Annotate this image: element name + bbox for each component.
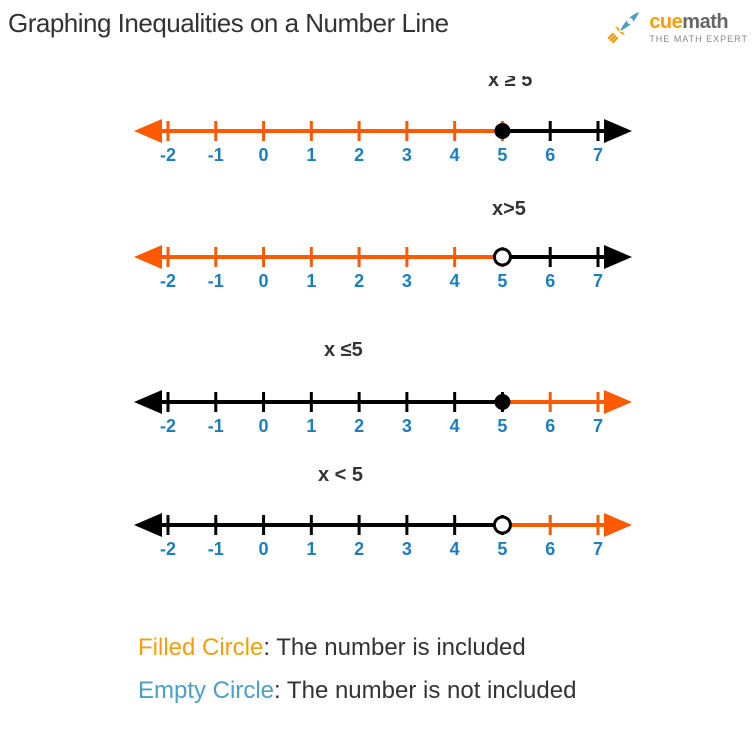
tick-label: 4 <box>450 416 460 436</box>
tick-label: 3 <box>402 271 412 291</box>
inequality-label: x ≤5 <box>324 339 363 361</box>
legend-empty: Empty Circle : The number is not include… <box>138 669 748 712</box>
tick-label: -1 <box>208 416 224 436</box>
tick-label: 1 <box>306 416 316 436</box>
tick-label: 0 <box>259 271 269 291</box>
tick-label: 5 <box>497 145 507 165</box>
tick-label: 3 <box>402 416 412 436</box>
legend-empty-key: Empty Circle <box>138 669 274 712</box>
inequality-label: x ≥ 5 <box>488 76 532 91</box>
tick-label: -2 <box>160 539 176 559</box>
tick-label: 2 <box>354 271 364 291</box>
number-line-diagrams: -2 -1 0 1 2 3 4 5 6 7 x ≥ 5 -2 -1 0 1 2 3 4 5 6 7 x>5 -2 -1 0 1 2 3… <box>8 46 748 626</box>
legend-filled: Filled Circle : The number is included <box>138 626 748 669</box>
tick-label: -2 <box>160 145 176 165</box>
inequality-label: x>5 <box>492 198 526 220</box>
legend-filled-key: Filled Circle <box>138 626 263 669</box>
tick-label: 2 <box>354 416 364 436</box>
tick-label: -1 <box>208 145 224 165</box>
tick-label: 1 <box>306 539 316 559</box>
tick-label: 6 <box>545 539 555 559</box>
logo-cue-text: cue <box>649 11 682 34</box>
inequality-label: x < 5 <box>318 464 363 486</box>
tick-label: 4 <box>450 539 460 559</box>
tick-label: -1 <box>208 271 224 291</box>
tick-label: 0 <box>259 539 269 559</box>
tick-label: 3 <box>402 539 412 559</box>
tick-label: 7 <box>593 271 603 291</box>
tick-label: 1 <box>306 145 316 165</box>
tick-label: 6 <box>545 145 555 165</box>
tick-label: 7 <box>593 416 603 436</box>
legend: Filled Circle : The number is included E… <box>8 626 748 712</box>
tick-label: -2 <box>160 416 176 436</box>
tick-label: 5 <box>497 416 507 436</box>
tick-label: -2 <box>160 271 176 291</box>
tick-label: 5 <box>497 539 507 559</box>
tick-label: 0 <box>259 416 269 436</box>
tick-label: 6 <box>545 271 555 291</box>
tick-label: 1 <box>306 271 316 291</box>
tick-label: 7 <box>593 539 603 559</box>
legend-empty-text: : The number is not included <box>274 669 576 712</box>
tick-label: -1 <box>208 539 224 559</box>
page-title: Graphing Inequalities on a Number Line <box>8 8 449 39</box>
tick-label: 0 <box>259 145 269 165</box>
tick-label: 4 <box>450 271 460 291</box>
legend-filled-text: : The number is included <box>263 626 525 669</box>
rocket-icon <box>605 8 643 46</box>
tick-label: 5 <box>497 271 507 291</box>
tick-label: 3 <box>402 145 412 165</box>
tick-label: 6 <box>545 416 555 436</box>
tick-label: 2 <box>354 539 364 559</box>
logo: cuemath THE MATH EXPERT <box>605 8 748 46</box>
tick-label: 4 <box>450 145 460 165</box>
logo-math-text: math <box>682 11 728 34</box>
tick-label: 7 <box>593 145 603 165</box>
tick-label: 2 <box>354 145 364 165</box>
diagram-svg: -2 -1 0 1 2 3 4 5 6 7 x ≥ 5 -2 -1 0 1 2 3 4 5 6 7 x>5 -2 -1 0 1 2 3… <box>8 76 756 581</box>
logo-subtitle: THE MATH EXPERT <box>649 34 748 44</box>
